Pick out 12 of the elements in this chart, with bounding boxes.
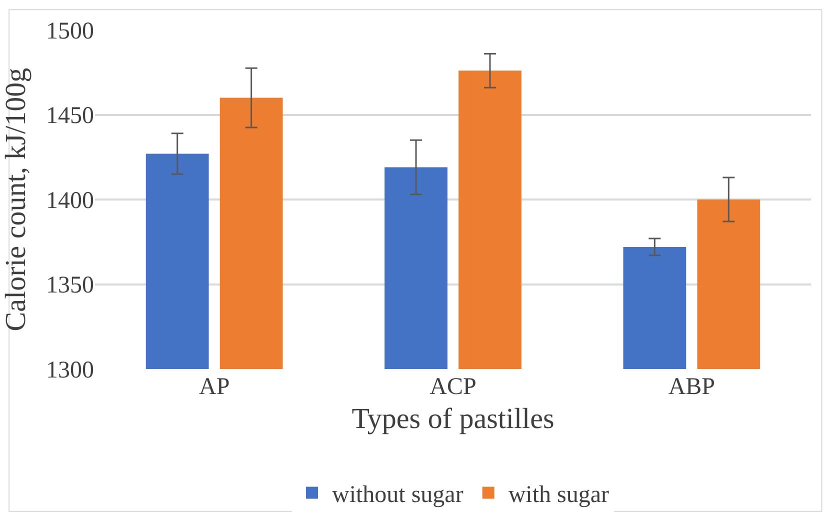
y-tick-label: 1400: [46, 188, 94, 214]
legend-label: with sugar: [508, 482, 609, 508]
y-tick-label: 1350: [46, 272, 94, 299]
y-axis-title: Calorie count, kJ/100g: [0, 68, 32, 332]
y-tick-label: 1500: [46, 18, 94, 44]
y-tick-label: 1450: [46, 103, 94, 130]
x-tick-label: ACP: [430, 374, 476, 400]
x-tick-label: ABP: [668, 374, 716, 400]
y-tick-label: 1300: [46, 357, 94, 384]
x-tick-label: AP: [198, 374, 230, 400]
legend-label: without sugar: [332, 482, 464, 508]
x-axis-title: Types of pastilles: [352, 402, 554, 435]
